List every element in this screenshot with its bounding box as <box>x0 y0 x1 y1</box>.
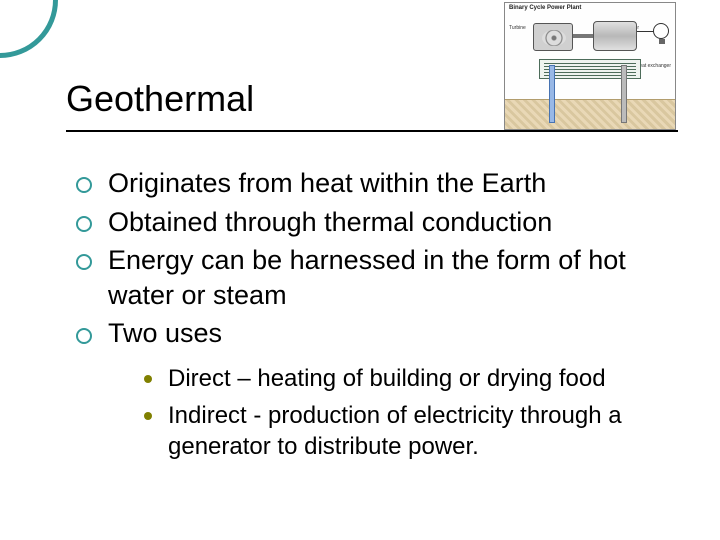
title-underline <box>66 130 678 132</box>
lightbulb-icon <box>653 23 669 39</box>
diagram-label-turbine: Turbine <box>509 25 526 31</box>
diagram-generator-shape <box>593 21 637 51</box>
sub-bullet-item: Indirect - production of electricity thr… <box>142 400 678 462</box>
bullet-text: Originates from heat within the Earth <box>108 168 546 198</box>
slide-title: Geothermal <box>66 78 678 120</box>
bullet-text: Energy can be harnessed in the form of h… <box>108 245 626 310</box>
bullet-text: Two uses <box>108 318 222 348</box>
sub-bullet-text: Indirect - production of electricity thr… <box>168 402 622 460</box>
sub-bullet-list: Direct – heating of building or drying f… <box>142 363 678 463</box>
main-bullet-list: Originates from heat within the Earth Ob… <box>74 166 678 462</box>
bullet-item: Originates from heat within the Earth <box>74 166 678 201</box>
sub-bullet-text: Direct – heating of building or drying f… <box>168 365 606 392</box>
bullet-text: Obtained through thermal conduction <box>108 207 552 237</box>
diagram-turbine-shape <box>533 23 573 51</box>
slide: Binary Cycle Power Plant Turbine Generat… <box>0 0 720 540</box>
sub-bullet-item: Direct – heating of building or drying f… <box>142 363 678 394</box>
bullet-item: Energy can be harnessed in the form of h… <box>74 243 678 312</box>
bullet-item: Two uses Direct – heating of building or… <box>74 316 678 462</box>
corner-decoration-circle <box>0 0 58 58</box>
body-block: Originates from heat within the Earth Ob… <box>74 166 678 468</box>
bullet-item: Obtained through thermal conduction <box>74 205 678 240</box>
diagram-title: Binary Cycle Power Plant <box>509 5 581 11</box>
title-block: Geothermal <box>66 78 678 132</box>
diagram-shaft-shape <box>573 34 595 38</box>
